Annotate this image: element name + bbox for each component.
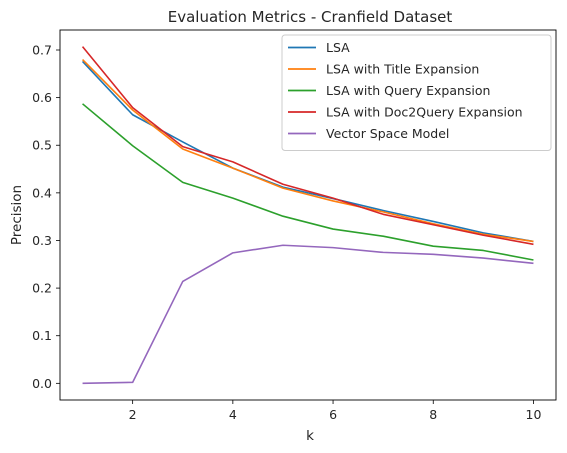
x-tick-label: 2 — [129, 407, 137, 422]
y-tick-label: 0.7 — [32, 43, 52, 58]
y-tick-label: 0.3 — [32, 233, 52, 248]
x-axis-label: k — [306, 428, 314, 444]
series-line-1 — [81, 60, 534, 243]
series-line-5 — [82, 244, 534, 385]
legend: LSA LSA with Title Expansion LSA with Quer… — [281, 34, 552, 151]
series-line-3 — [82, 103, 534, 261]
legend-label: LSA with Title Expansion — [326, 62, 479, 77]
legend-box — [281, 34, 552, 151]
y-tick-label: 0.1 — [32, 328, 52, 343]
chart-title: Evaluation Metrics - Cranfield Dataset — [168, 8, 453, 26]
series-line-4 — [81, 46, 534, 246]
y-tick-label: 0.5 — [32, 138, 52, 153]
legend-label: Vector Space Model — [326, 126, 449, 141]
x-tick-label: 4 — [229, 407, 237, 422]
x-tick-label: 6 — [329, 407, 337, 422]
series-line-2 — [81, 58, 534, 243]
plot-frame — [59, 29, 557, 401]
y-tick-label: 0.0 — [32, 376, 52, 391]
y-axis-label: Precision — [9, 185, 25, 245]
axes: 2 4 6 8 10 0.0 0.1 0.2 0.3 0.4 0.5 0.6 0.7 — [32, 43, 541, 423]
y-tick-label: 0.6 — [32, 90, 52, 105]
x-tick-label: 10 — [526, 407, 542, 422]
legend-label: LSA with Doc2Query Expansion — [326, 105, 523, 120]
legend-label: LSA — [326, 40, 350, 55]
y-tick-label: 0.2 — [32, 281, 52, 296]
series-layer — [81, 46, 534, 385]
y-tick-label: 0.4 — [32, 185, 52, 200]
x-tick-label: 8 — [429, 407, 437, 422]
legend-label: LSA with Query Expansion — [326, 83, 490, 98]
